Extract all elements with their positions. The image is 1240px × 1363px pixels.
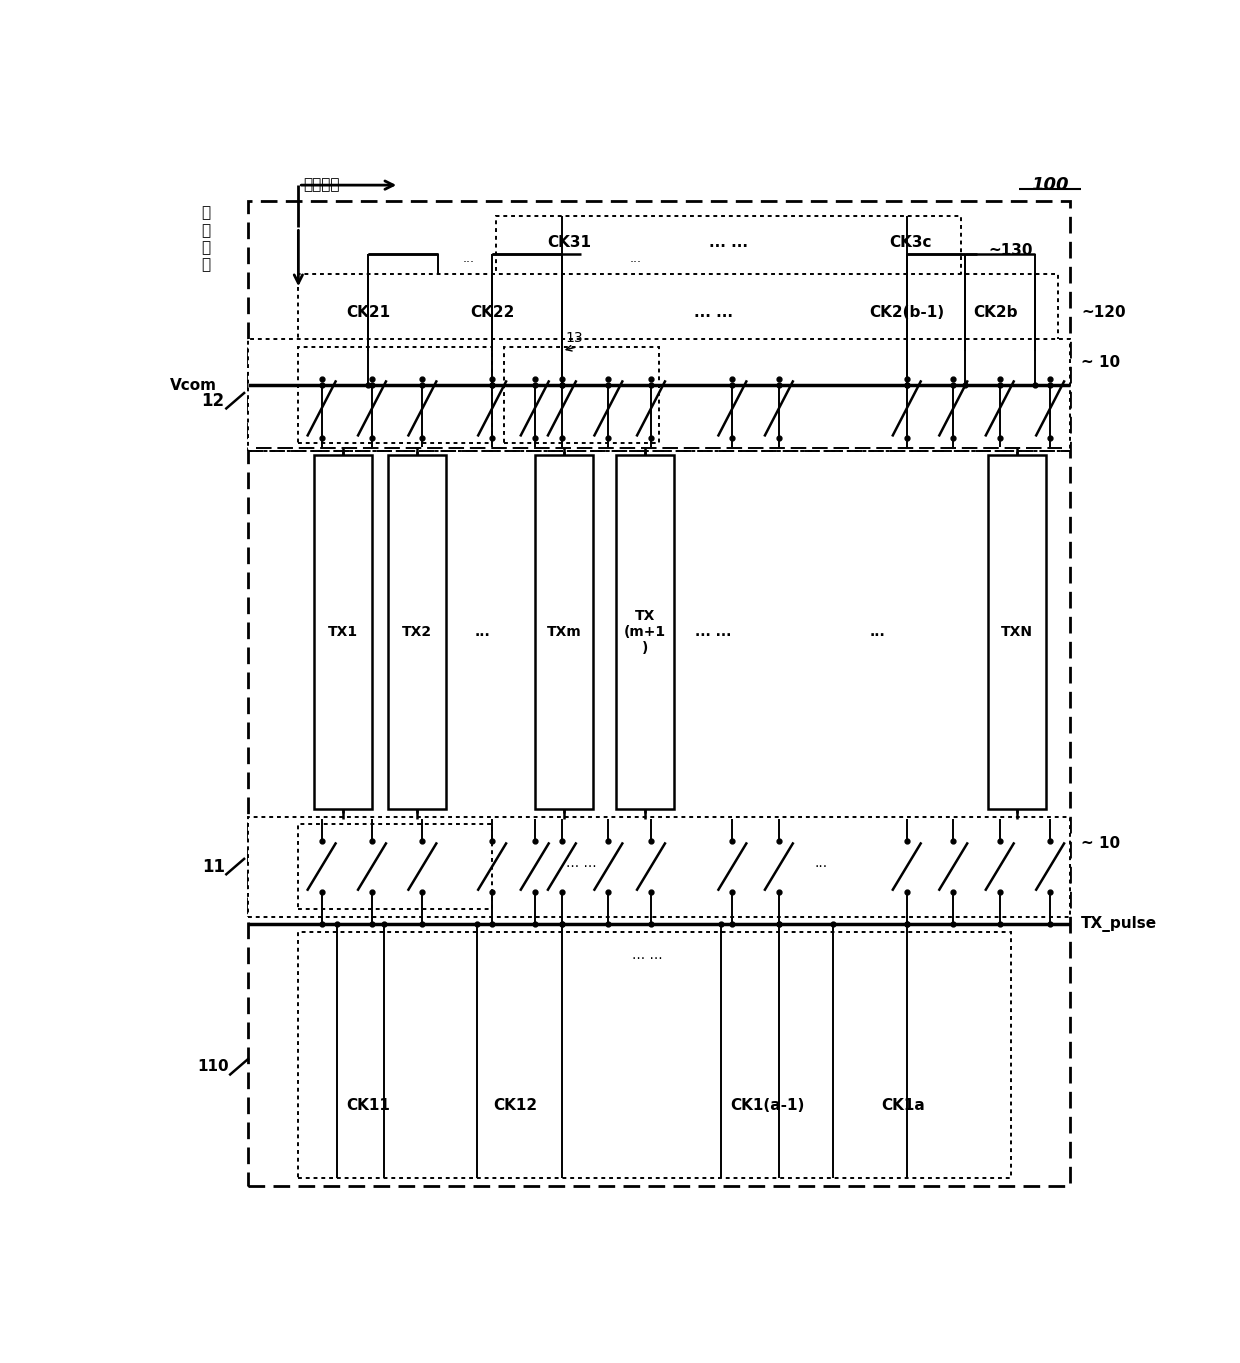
Text: 第一方向: 第一方向 xyxy=(304,177,340,192)
Text: ...: ... xyxy=(475,624,490,639)
Text: ...: ... xyxy=(630,252,641,264)
Text: 13: 13 xyxy=(565,330,583,345)
Text: ...: ... xyxy=(815,856,828,870)
Text: CK31: CK31 xyxy=(548,236,591,251)
Bar xyxy=(496,215,961,285)
Text: TX_pulse: TX_pulse xyxy=(1081,916,1157,932)
Text: 100: 100 xyxy=(1032,176,1069,194)
Bar xyxy=(299,825,492,909)
Text: TXN: TXN xyxy=(1001,624,1033,639)
Text: ~ 10: ~ 10 xyxy=(1081,354,1120,369)
Text: ... ...: ... ... xyxy=(565,856,596,870)
Text: ... ...: ... ... xyxy=(632,949,662,962)
Text: ...: ... xyxy=(869,624,885,639)
Text: 110: 110 xyxy=(197,1059,228,1074)
Text: ~130: ~130 xyxy=(988,243,1033,258)
Text: ~120: ~120 xyxy=(1081,305,1126,320)
Text: CK21: CK21 xyxy=(346,305,391,320)
Text: CK22: CK22 xyxy=(470,305,515,320)
Bar xyxy=(248,339,1069,451)
Text: ... ...: ... ... xyxy=(694,624,732,639)
Bar xyxy=(248,816,1069,917)
Text: 第
二
方
向: 第 二 方 向 xyxy=(201,206,210,273)
Text: TXm: TXm xyxy=(547,624,582,639)
Text: Vcom: Vcom xyxy=(170,378,217,393)
Text: CK3c: CK3c xyxy=(889,236,932,251)
Text: CK11: CK11 xyxy=(346,1097,391,1112)
Bar xyxy=(299,932,1012,1179)
Text: ... ...: ... ... xyxy=(693,305,733,320)
Bar xyxy=(299,346,492,443)
Text: ~ 10: ~ 10 xyxy=(1081,836,1120,851)
Text: CK1a: CK1a xyxy=(880,1097,925,1112)
Bar xyxy=(616,455,675,808)
Bar xyxy=(387,455,445,808)
Text: 12: 12 xyxy=(202,391,224,410)
Text: CK1(a-1): CK1(a-1) xyxy=(730,1097,805,1112)
Bar xyxy=(534,455,593,808)
Bar xyxy=(248,200,1069,1186)
Bar xyxy=(503,346,658,443)
Bar xyxy=(299,274,1058,350)
Text: CK12: CK12 xyxy=(494,1097,537,1112)
Text: 11: 11 xyxy=(202,857,224,875)
Text: ... ...: ... ... xyxy=(709,236,748,251)
Text: TX1: TX1 xyxy=(327,624,358,639)
Text: ...: ... xyxy=(463,252,475,264)
Text: TX2: TX2 xyxy=(402,624,432,639)
Bar xyxy=(314,455,372,808)
Text: CK2b: CK2b xyxy=(973,305,1018,320)
Bar xyxy=(988,455,1047,808)
Text: CK2(b-1): CK2(b-1) xyxy=(869,305,945,320)
Text: TX
(m+1
): TX (m+1 ) xyxy=(624,608,666,654)
